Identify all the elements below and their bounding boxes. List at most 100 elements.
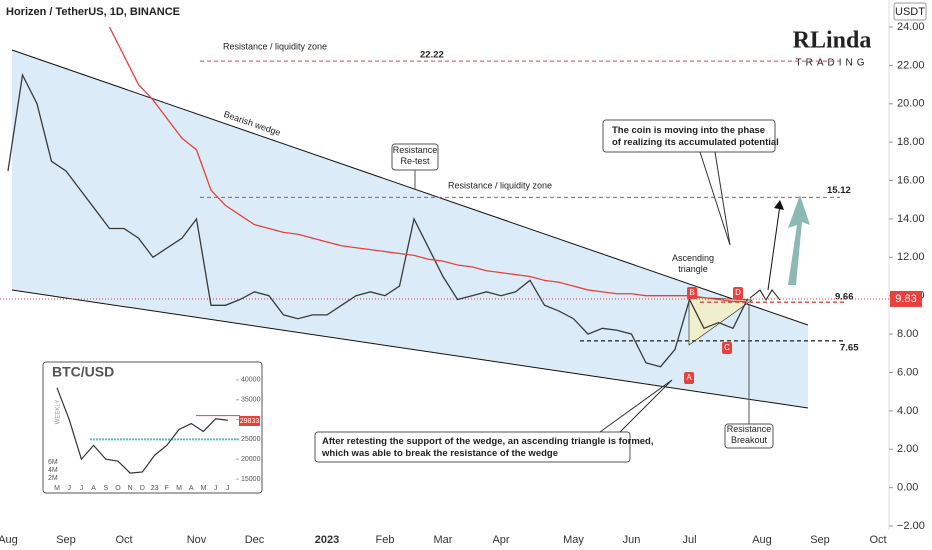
note: Resistance / liquidity zone xyxy=(448,180,552,190)
level-label: 22.22 xyxy=(420,50,444,61)
level-label: 15.12 xyxy=(827,185,851,196)
level-label: 9.66 xyxy=(835,292,854,303)
note-box xyxy=(602,119,776,153)
inset-y-label: 40000 xyxy=(241,377,261,384)
inset-line xyxy=(56,387,228,474)
note-line: The coin is moving into the phase xyxy=(612,125,765,136)
y-tick-label: 8.00 xyxy=(897,328,918,340)
y-tick-label: 16.00 xyxy=(897,174,925,186)
x-tick-label: Feb xyxy=(376,534,395,546)
x-tick-label: Jul xyxy=(682,534,696,546)
inset-price: 29833 xyxy=(240,418,260,425)
x-tick-label: Sep xyxy=(810,534,830,546)
note-line: Resistance xyxy=(727,424,772,434)
arrow-up xyxy=(767,204,781,291)
y-tick-label: 22.00 xyxy=(897,59,925,71)
wedge-fill xyxy=(12,50,808,408)
y-tick-label: 12.00 xyxy=(897,251,925,263)
logo: RLinda xyxy=(793,28,872,54)
price-box xyxy=(890,290,922,307)
logo-sub: TRADING xyxy=(796,58,869,69)
inset-x-label: S xyxy=(103,485,108,492)
wedge-lower xyxy=(11,289,809,409)
pointer xyxy=(599,379,673,433)
pointer xyxy=(699,151,731,246)
note-line: of realizing its accumulated potential xyxy=(612,137,779,148)
point-box xyxy=(687,287,697,299)
y-tick-label: 2.00 xyxy=(897,443,918,455)
inset-title: BTC/USD xyxy=(52,364,114,380)
inset-x-label: J xyxy=(80,485,84,492)
big-arrow xyxy=(788,195,810,285)
inset-y-label: 35000 xyxy=(241,397,261,404)
note-line: Resistance xyxy=(393,145,438,155)
inset-timeframe: WEEKLY xyxy=(56,400,62,425)
path-arrow xyxy=(749,289,781,301)
note: Resistance Breakout xyxy=(727,424,772,445)
price-box-label: 9.83 xyxy=(895,293,916,305)
point-box xyxy=(733,287,743,299)
note-line: After retesting the support of the wedge… xyxy=(322,436,654,447)
inset-y-label: 20000 xyxy=(241,456,261,463)
point-label: C xyxy=(724,343,730,352)
arrowhead xyxy=(774,200,784,210)
x-tick-label: Oct xyxy=(869,534,886,546)
point-label: A xyxy=(686,373,692,382)
price-line xyxy=(108,26,748,303)
x-tick-label: Oct xyxy=(115,534,132,546)
y-tick-label: 4.00 xyxy=(897,405,918,417)
note-line: which was able to break the resistance o… xyxy=(321,448,558,459)
inset-price-box xyxy=(239,416,260,426)
note: Resistance / liquidity zone xyxy=(223,41,327,51)
x-tick-label: Sep xyxy=(56,534,76,546)
y-tick-label: 0.00 xyxy=(897,482,918,494)
inset-frame xyxy=(42,361,263,494)
inset-x-label: A xyxy=(91,485,96,492)
y-tick-label: 14.00 xyxy=(897,213,925,225)
inset-x-label: O xyxy=(115,485,121,492)
chart-title: Horizen / TetherUS, 1D, BINANCE xyxy=(6,6,180,18)
inset-x-label: M xyxy=(176,485,182,492)
inset-x-label: 23 xyxy=(151,485,159,492)
wedge-upper xyxy=(11,49,809,326)
x-tick-label: 2023 xyxy=(315,534,339,546)
inset-x-label: M xyxy=(200,485,206,492)
y-tick-label: 24.00 xyxy=(897,21,925,33)
note: The coin is moving into the phase of real… xyxy=(612,125,779,148)
x-tick-label: Nov xyxy=(187,534,207,546)
axis-panel xyxy=(889,0,932,550)
point-box xyxy=(722,342,732,354)
inset-vol-label: 6M xyxy=(48,459,58,466)
inset-x-label: J xyxy=(214,485,218,492)
inset-y-label: 15000 xyxy=(241,476,261,483)
note-line: Re-test xyxy=(400,156,430,166)
price-line xyxy=(7,72,749,368)
inset-x-label: J xyxy=(226,485,230,492)
point-box xyxy=(684,372,694,384)
x-tick-label: Aug xyxy=(0,534,18,546)
x-tick-label: Mar xyxy=(434,534,453,546)
x-tick-label: Apr xyxy=(492,534,509,546)
inset-y-label: 25000 xyxy=(241,436,261,443)
currency-box xyxy=(893,2,927,21)
x-tick-label: Aug xyxy=(752,534,772,546)
y-tick-label: 20.00 xyxy=(897,98,925,110)
inset-x-label: A xyxy=(189,485,194,492)
point-label: D xyxy=(735,288,741,297)
inset-x-label: N xyxy=(128,485,133,492)
inset-x-label: F xyxy=(165,485,169,492)
x-tick-label: Dec xyxy=(245,534,265,546)
inset-x-label: D xyxy=(140,485,145,492)
x-tick-label: May xyxy=(563,534,584,546)
inset: BTC/USDWEEKLY150002000025000300003500040… xyxy=(42,361,263,494)
note: Resistance Re-test xyxy=(393,145,438,166)
point-label: B xyxy=(689,288,694,297)
note-line: Breakout xyxy=(731,435,768,445)
note: Ascending triangle xyxy=(672,253,714,274)
note-box xyxy=(314,431,631,463)
y-tick-label: 6.00 xyxy=(897,366,918,378)
inset-x-label: J xyxy=(67,485,71,492)
note: After retesting the support of the wedge… xyxy=(321,436,654,459)
y-tick-label: −2.00 xyxy=(897,520,925,532)
